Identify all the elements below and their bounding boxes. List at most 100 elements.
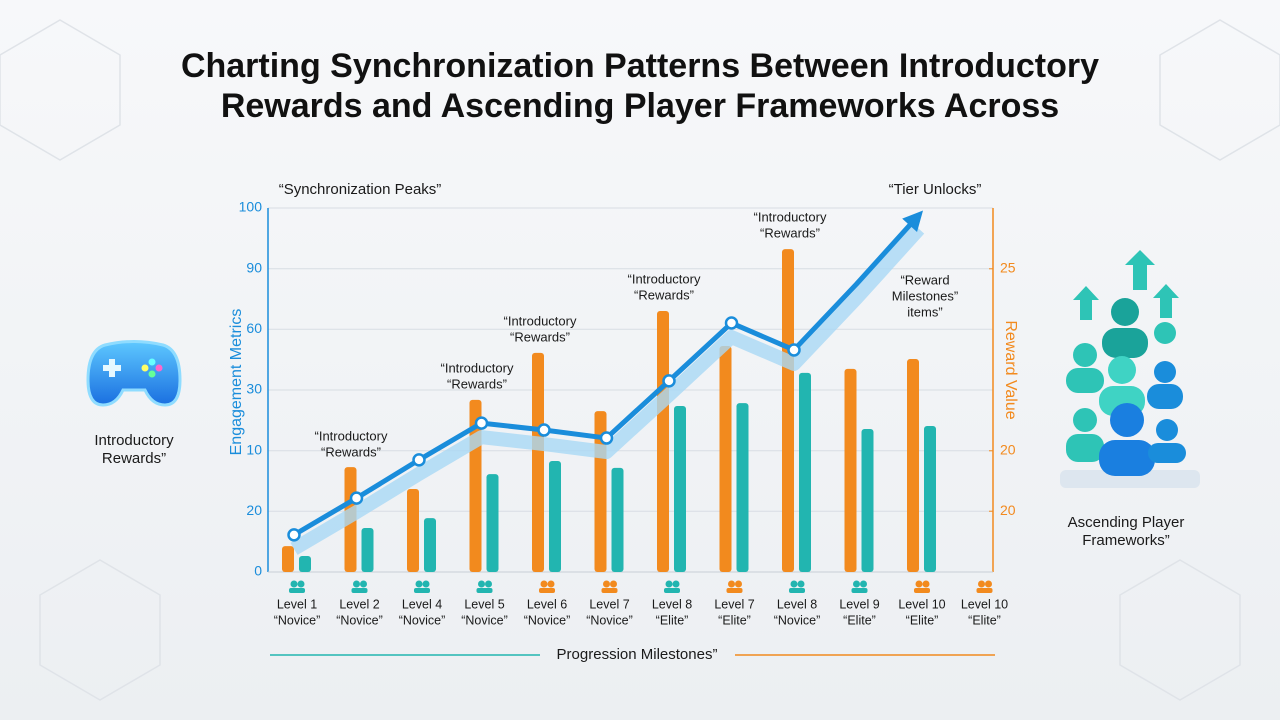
category-icon xyxy=(478,580,485,588)
x-tick-label: “Elite” xyxy=(656,613,689,627)
category-icon xyxy=(547,580,555,588)
x-tick-label: “Novice” xyxy=(336,613,383,627)
line-arrowhead xyxy=(902,210,924,233)
annotation: “Introductory xyxy=(754,209,827,224)
category-icon xyxy=(351,588,368,593)
category-icon xyxy=(985,580,992,588)
x-tick-label: Level 7 xyxy=(589,597,629,611)
category-icon xyxy=(422,580,430,588)
chart-title: Rewards and Ascending Player Frameworks … xyxy=(221,87,1059,125)
x-tick-label: Level 5 xyxy=(464,597,504,611)
bar xyxy=(361,527,374,572)
category-icon xyxy=(914,588,930,593)
x-tick-label: Level 6 xyxy=(527,597,567,611)
category-icon xyxy=(540,580,548,588)
annotation: Milestones” xyxy=(892,288,958,303)
line-point xyxy=(662,374,676,388)
side-label: Introductory xyxy=(94,432,174,449)
x-tick-label: “Novice” xyxy=(586,613,633,627)
line-point xyxy=(349,491,364,505)
category-icon xyxy=(978,580,985,588)
x-tick-label: “Elite” xyxy=(906,613,939,627)
bar xyxy=(299,555,311,572)
annotation: “Introductory xyxy=(628,271,701,286)
x-tick-label: Level 8 xyxy=(777,597,817,611)
category-icon xyxy=(728,580,735,588)
category-icon xyxy=(672,580,680,588)
bar xyxy=(657,311,669,572)
category-icon xyxy=(797,580,805,588)
category-icon xyxy=(415,580,423,588)
y-tick-label: 10 xyxy=(246,441,262,457)
category-icon xyxy=(789,588,805,593)
category-icon xyxy=(289,588,305,593)
x-tick-label: “Elite” xyxy=(968,613,1001,627)
y2-tick-label: 20 xyxy=(1000,502,1016,518)
y-tick-label: 0 xyxy=(254,563,262,579)
annotation: “Introductory xyxy=(504,313,577,328)
people-icon xyxy=(1060,250,1200,488)
hex-decoration xyxy=(0,19,1280,701)
line-point xyxy=(474,416,489,430)
category-icon xyxy=(353,580,360,588)
category-icon xyxy=(485,580,492,588)
category-icon xyxy=(601,588,618,593)
x-tick-label: Level 4 xyxy=(402,597,442,611)
category-icon xyxy=(851,588,868,593)
y-tick-label: 90 xyxy=(246,259,262,275)
bar xyxy=(674,406,686,572)
bar xyxy=(736,403,749,572)
annotation: “Rewards” xyxy=(510,329,570,344)
x-tick-label: “Elite” xyxy=(718,613,751,627)
bar xyxy=(424,518,436,572)
annotation: “Introductory xyxy=(441,360,514,375)
line-point xyxy=(412,453,426,467)
category-icon xyxy=(853,580,860,588)
x-tick-label: Level 1 xyxy=(277,597,317,611)
x-tick-label: Level 2 xyxy=(339,597,379,611)
bar xyxy=(549,460,561,572)
annotation: items” xyxy=(907,304,942,319)
x-tick-label: “Novice” xyxy=(399,613,446,627)
y-tick-label: 100 xyxy=(239,199,263,215)
bar xyxy=(782,249,794,572)
x-tick-label: Level 9 xyxy=(839,597,879,611)
category-icon xyxy=(726,588,743,593)
x-tick-label: “Elite” xyxy=(843,613,876,627)
y-axis-title: Engagement Metrics xyxy=(228,309,245,456)
y-tick-label: 30 xyxy=(246,381,262,397)
line-point xyxy=(724,316,739,330)
line-point xyxy=(787,343,801,357)
category-icon xyxy=(297,580,305,588)
category-icon xyxy=(665,580,673,588)
annotation: “Rewards” xyxy=(447,376,507,391)
line-glow xyxy=(290,224,925,555)
annotation: “Reward xyxy=(900,272,949,287)
x-tick-label: “Novice” xyxy=(774,613,821,627)
category-icon xyxy=(915,580,923,588)
annotation: “Tier Unlocks” xyxy=(889,181,982,198)
category-icon xyxy=(414,588,430,593)
category-icon xyxy=(610,580,617,588)
line-point xyxy=(537,423,551,437)
category-icon xyxy=(922,580,930,588)
annotation: “Rewards” xyxy=(634,287,694,302)
category-icon xyxy=(790,580,798,588)
annotation: “Rewards” xyxy=(760,225,820,240)
y2-tick-label: 20 xyxy=(1000,441,1016,457)
category-icon xyxy=(290,580,298,588)
y2-axis-title: Reward Value xyxy=(1002,320,1019,419)
bar xyxy=(719,345,732,572)
category-icon xyxy=(476,588,493,593)
bar xyxy=(611,467,624,572)
x-tick-label: Level 10 xyxy=(961,597,1008,611)
annotation: “Synchronization Peaks” xyxy=(279,181,442,198)
category-icon xyxy=(664,588,680,593)
bar xyxy=(924,426,936,572)
chart-title: Charting Synchronization Patterns Betwee… xyxy=(181,47,1099,85)
x-tick-label: Level 7 xyxy=(714,597,754,611)
bar xyxy=(407,489,419,572)
y2-tick-label: 25 xyxy=(1000,259,1016,275)
side-label: Rewards” xyxy=(102,450,166,467)
